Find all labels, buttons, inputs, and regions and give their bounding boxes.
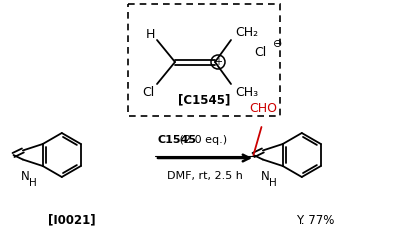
Text: H: H — [29, 178, 37, 187]
Text: CH₃: CH₃ — [235, 85, 259, 98]
Text: DMF, rt, 2.5 h: DMF, rt, 2.5 h — [167, 171, 243, 181]
Bar — [128, 4, 280, 116]
Text: +: + — [214, 57, 222, 67]
Text: Cl: Cl — [254, 46, 266, 59]
Text: [I0021]: [I0021] — [48, 214, 96, 227]
Text: CHO: CHO — [249, 102, 277, 115]
Text: CH₂: CH₂ — [235, 25, 259, 38]
Text: H: H — [269, 178, 277, 187]
Text: N: N — [20, 169, 29, 183]
Text: ⊖: ⊖ — [273, 39, 283, 49]
Text: [C1545]: [C1545] — [178, 94, 230, 107]
Text: Y. 77%: Y. 77% — [296, 214, 334, 227]
Text: N: N — [261, 169, 269, 183]
Text: Cl: Cl — [142, 85, 154, 98]
Text: H: H — [145, 29, 155, 42]
Text: C1545: C1545 — [158, 135, 197, 145]
Text: (2.0 eq.): (2.0 eq.) — [176, 135, 227, 145]
